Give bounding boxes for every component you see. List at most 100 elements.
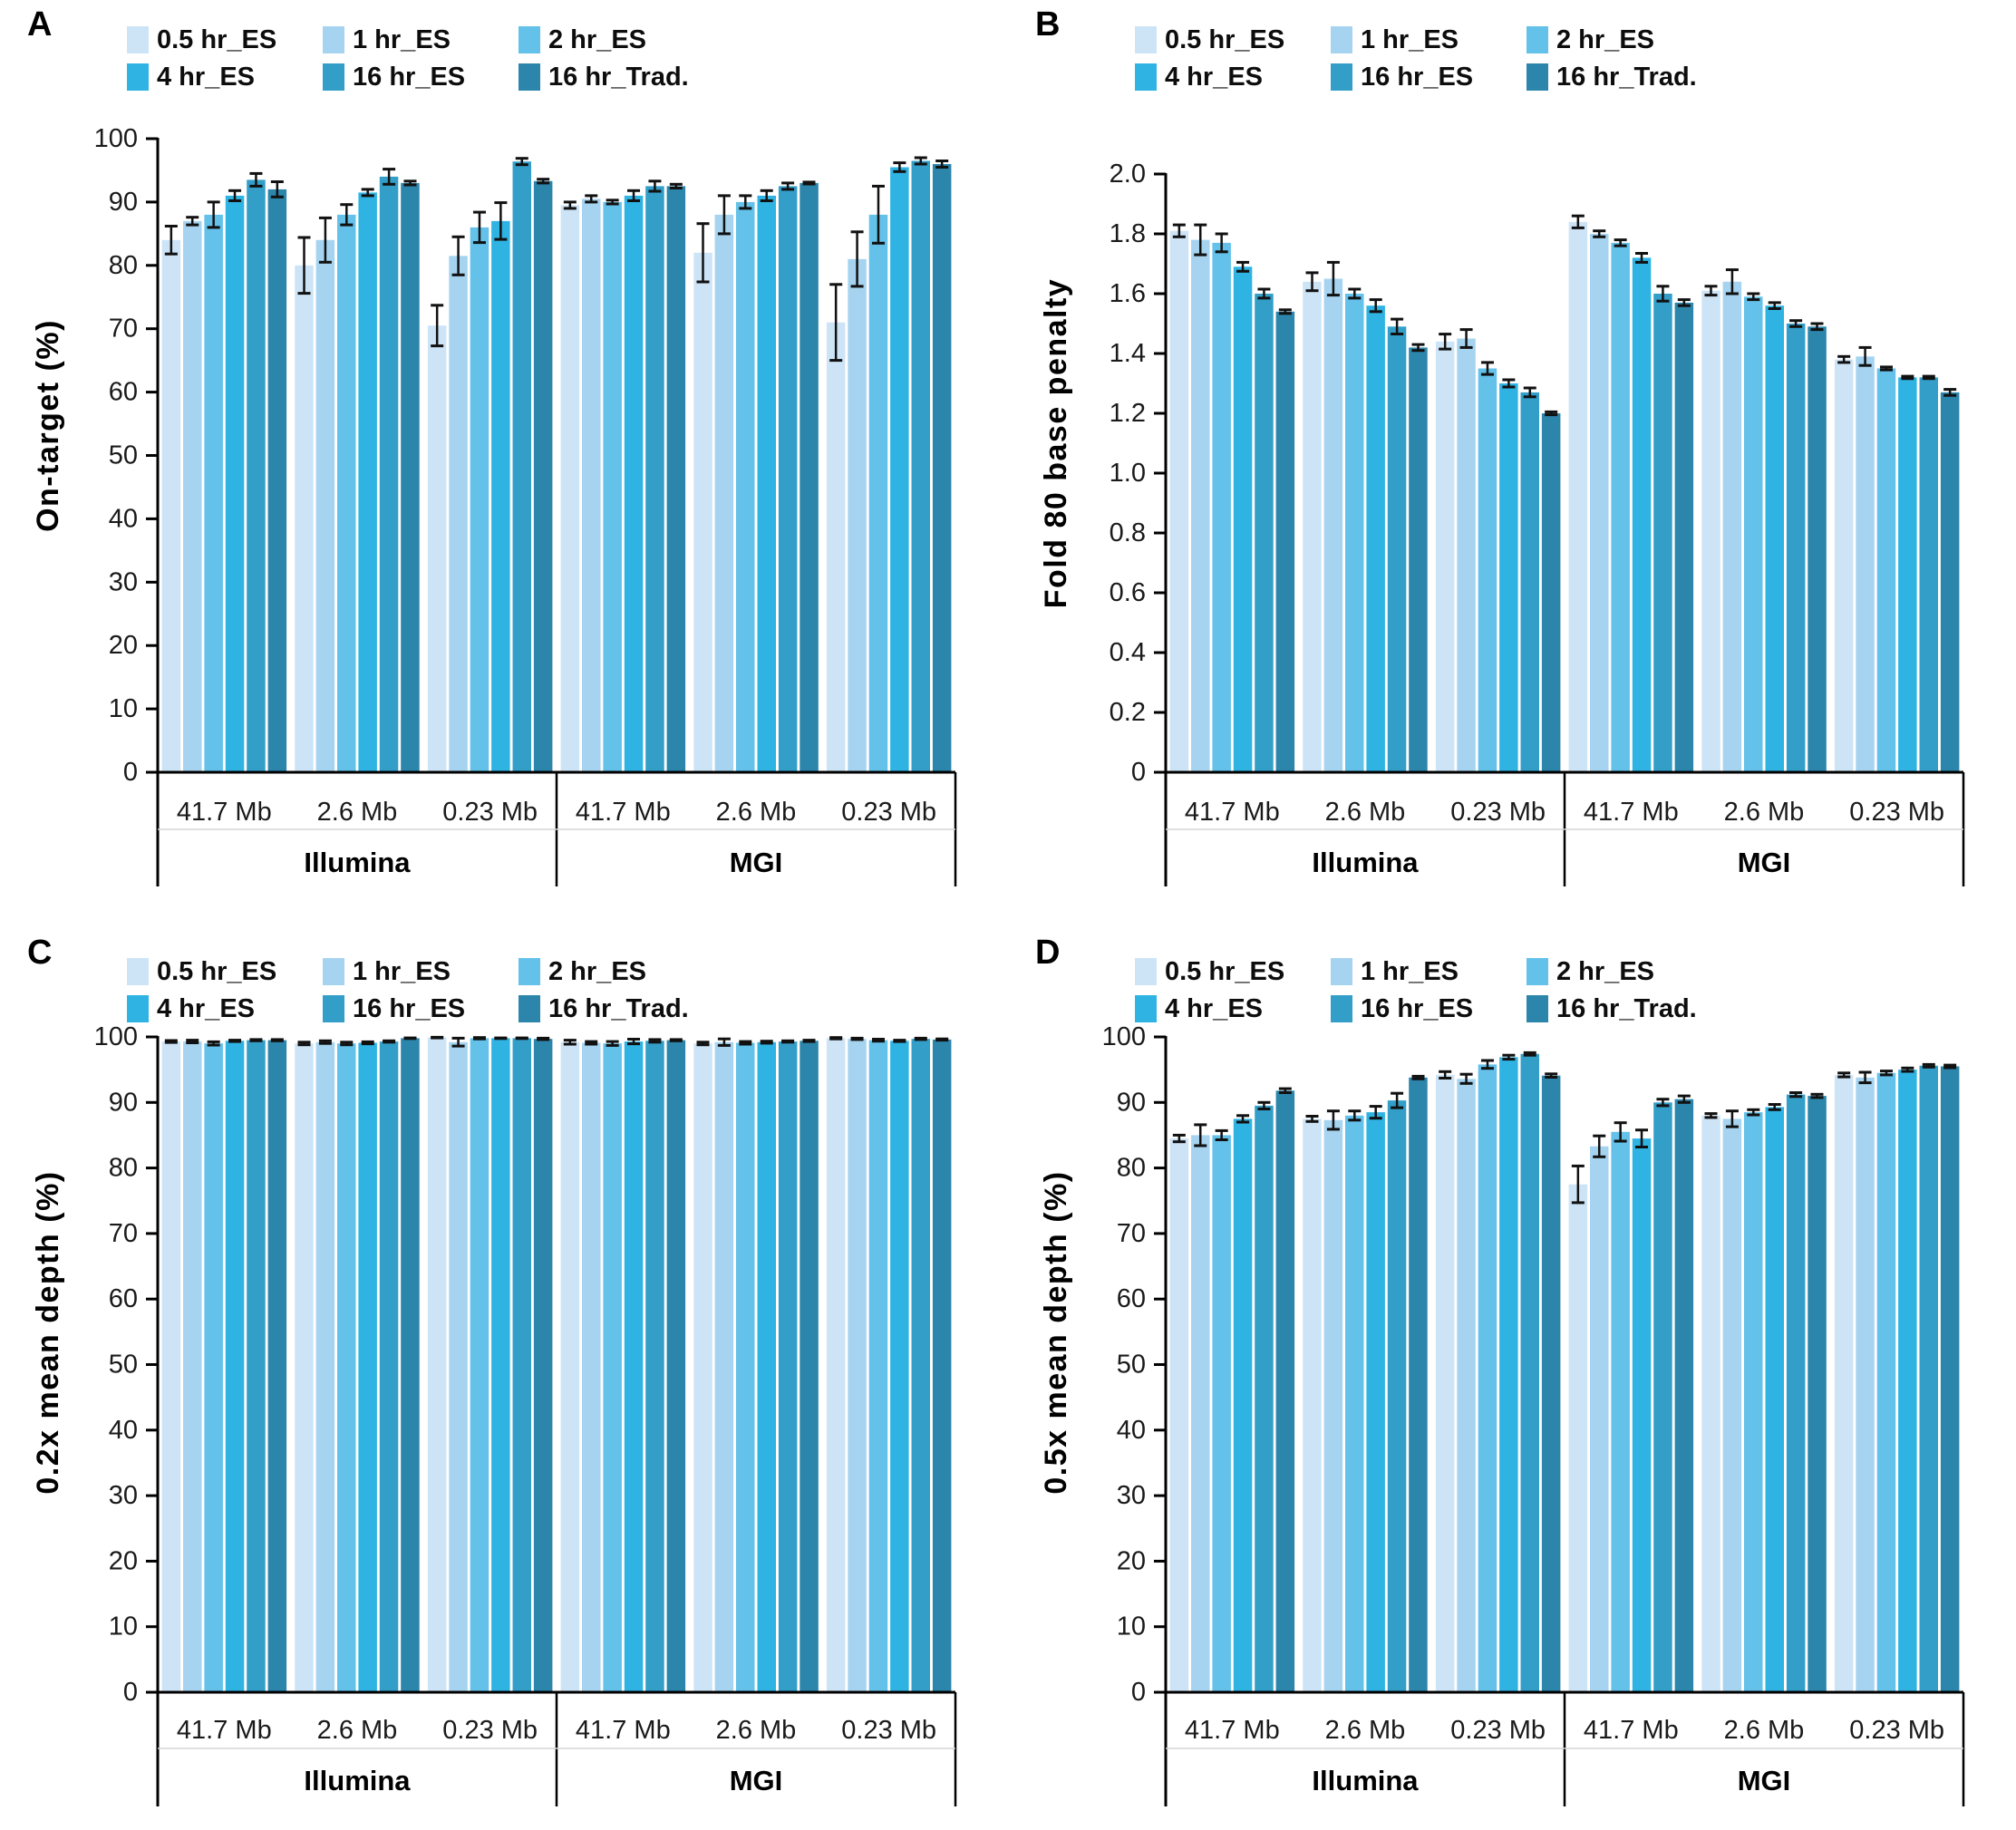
- legend-label: 2 hr_ES: [1556, 956, 1654, 986]
- bar: [1744, 296, 1763, 772]
- bar: [1808, 1096, 1827, 1692]
- bar: [603, 1043, 622, 1692]
- bar: [666, 186, 686, 772]
- legend-swatch-icon: [323, 995, 344, 1022]
- error-bars: [1172, 214, 1957, 417]
- y-tick-label: 90: [109, 188, 138, 217]
- category-box: [1164, 772, 1965, 886]
- group-labels: 41.7 Mb 2.6 Mb 0.23 Mb 41.7 Mb 2.6 Mb 0.23 Mb: [177, 1716, 936, 1745]
- legend-item: 16 hr_ES: [323, 61, 519, 93]
- legend-swatch-icon: [1135, 995, 1157, 1022]
- legend: 0.5 hr_ES 1 hr_ES 2 hr_ES 4 hr_ES 16 hr_ES 16…: [127, 955, 790, 1025]
- group-label: 0.23 Mb: [442, 1716, 538, 1745]
- platform-label: MGI: [1738, 847, 1791, 878]
- bar: [1233, 1118, 1253, 1692]
- y-axis-title: 0.2x mean depth (%): [31, 1170, 65, 1494]
- legend-item: 16 hr_ES: [1331, 61, 1527, 93]
- panel-letter-a: A: [27, 5, 53, 44]
- bar: [826, 322, 846, 772]
- group-label: 0.23 Mb: [1450, 798, 1546, 827]
- y-tick-label: 10: [109, 694, 138, 723]
- platform-labels: Illumina MGI: [304, 1765, 782, 1796]
- group-label: 2.6 Mb: [1724, 1716, 1805, 1745]
- legend-item: 4 hr_ES: [1135, 61, 1331, 93]
- bar: [1701, 290, 1720, 772]
- bar: [1212, 242, 1231, 772]
- legend-label: 2 hr_ES: [548, 956, 646, 986]
- bar: [1898, 1070, 1917, 1692]
- chart-a: 0 10 20 30 40 50 60 70 80 90 100 On-target (%) 41.7 …: [31, 124, 957, 886]
- bar: [624, 1041, 644, 1692]
- group-label: 41.7 Mb: [1584, 798, 1679, 827]
- legend-swatch-icon: [127, 995, 149, 1022]
- bar: [1590, 1146, 1609, 1692]
- legend-item: 4 hr_ES: [127, 992, 323, 1025]
- legend-swatch-icon: [1135, 26, 1157, 53]
- group-label: 41.7 Mb: [576, 798, 671, 827]
- platform-labels: Illumina MGI: [1312, 847, 1790, 878]
- y-tick-label: 30: [109, 1481, 138, 1510]
- bar: [560, 205, 580, 772]
- legend-swatch-icon: [1527, 26, 1548, 53]
- bar: [337, 214, 356, 772]
- y-tick-label: 50: [1117, 1351, 1146, 1380]
- legend-swatch-icon: [519, 63, 540, 91]
- y-tick-label: 10: [1117, 1612, 1146, 1641]
- bar: [427, 325, 447, 772]
- group-label: 2.6 Mb: [317, 798, 398, 827]
- bar: [714, 1041, 734, 1692]
- bar: [1191, 239, 1210, 773]
- bar: [1632, 257, 1652, 772]
- bar: [1834, 359, 1854, 772]
- group-label: 41.7 Mb: [177, 1716, 272, 1745]
- bar: [1303, 281, 1322, 772]
- bar: [624, 195, 644, 772]
- legend-label: 1 hr_ES: [353, 956, 451, 986]
- bar: [911, 1039, 930, 1692]
- bar: [204, 1043, 223, 1692]
- legend-item: 16 hr_Trad.: [519, 61, 790, 93]
- bar: [582, 198, 601, 772]
- y-tick-label: 40: [109, 504, 138, 533]
- bar: [512, 1038, 531, 1692]
- bar: [533, 180, 553, 773]
- legend-swatch-icon: [323, 63, 344, 91]
- legend-item: 0.5 hr_ES: [1135, 955, 1331, 988]
- group-label: 2.6 Mb: [716, 798, 797, 827]
- bar: [470, 227, 489, 772]
- bar: [1520, 392, 1539, 772]
- legend-label: 16 hr_Trad.: [548, 993, 689, 1023]
- y-tick-label: 90: [109, 1088, 138, 1117]
- y-tick-label: 10: [109, 1612, 138, 1641]
- bar: [315, 239, 335, 772]
- legend-label: 16 hr_ES: [1361, 993, 1474, 1023]
- bar: [204, 214, 223, 772]
- y-tick-label: 0.2: [1110, 698, 1146, 727]
- group-label: 0.23 Mb: [841, 1716, 936, 1745]
- group-label: 2.6 Mb: [1724, 798, 1805, 827]
- legend-swatch-icon: [323, 26, 344, 53]
- y-tick-label: 30: [1117, 1481, 1146, 1510]
- bar: [848, 258, 867, 772]
- bar: [868, 214, 888, 772]
- bar: [225, 1041, 245, 1692]
- category-box: [156, 772, 957, 886]
- bar: [1786, 324, 1806, 772]
- legend-swatch-icon: [127, 63, 149, 91]
- bar: [1722, 281, 1742, 772]
- y-tick-label: 1.6: [1110, 279, 1146, 308]
- platform-label: MGI: [1738, 1765, 1791, 1796]
- group-label: 0.23 Mb: [1849, 1716, 1944, 1745]
- legend-item: 16 hr_Trad.: [1527, 992, 1798, 1025]
- group-label: 0.23 Mb: [1849, 798, 1944, 827]
- bar: [295, 265, 314, 772]
- bar: [1876, 1072, 1896, 1692]
- y-tick-label: 80: [109, 251, 138, 280]
- bar: [736, 201, 755, 772]
- group-label: 41.7 Mb: [576, 1716, 671, 1745]
- bar: [1701, 1115, 1720, 1692]
- group-label: 41.7 Mb: [1185, 1716, 1280, 1745]
- legend-label: 16 hr_ES: [1361, 62, 1474, 92]
- bar: [1435, 341, 1455, 772]
- bar: [1303, 1118, 1322, 1692]
